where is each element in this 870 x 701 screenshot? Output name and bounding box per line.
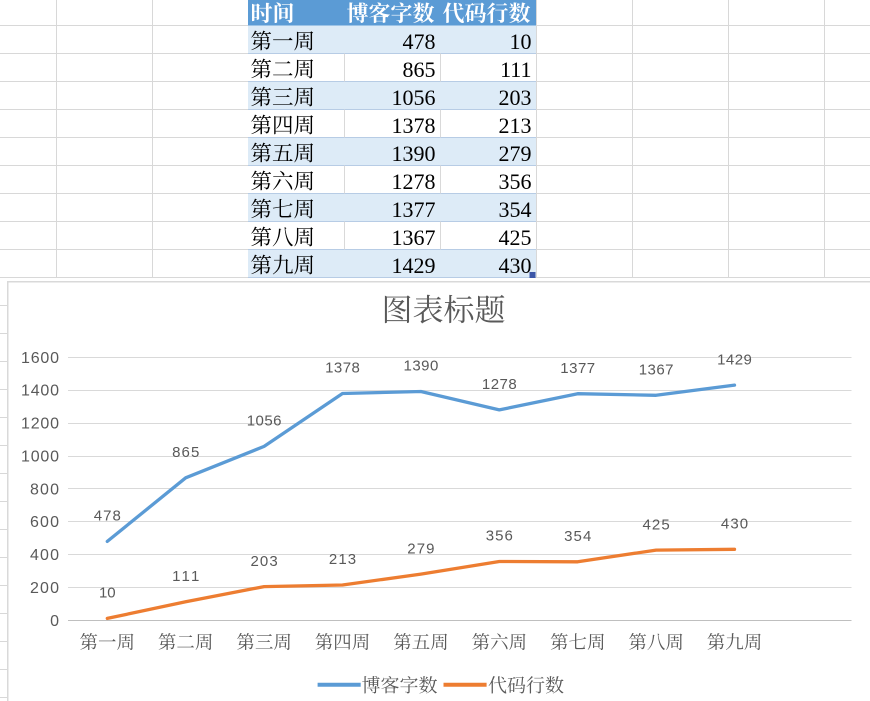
svg-text:430: 430	[721, 516, 748, 533]
svg-text:213: 213	[329, 551, 356, 568]
svg-text:1056: 1056	[247, 413, 282, 430]
svg-text:213: 213	[499, 113, 532, 138]
svg-text:425: 425	[499, 225, 532, 250]
svg-text:600: 600	[30, 514, 59, 531]
svg-text:1278: 1278	[482, 376, 517, 393]
svg-text:425: 425	[643, 516, 670, 533]
svg-text:1200: 1200	[21, 416, 59, 433]
svg-text:1378: 1378	[325, 360, 360, 377]
svg-text:800: 800	[30, 481, 59, 498]
svg-text:400: 400	[30, 547, 59, 564]
svg-text:0: 0	[50, 613, 59, 630]
svg-text:356: 356	[486, 528, 513, 545]
svg-text:1429: 1429	[392, 253, 436, 278]
svg-text:279: 279	[407, 540, 434, 557]
svg-text:354: 354	[499, 197, 532, 222]
svg-text:1278: 1278	[392, 169, 436, 194]
svg-text:478: 478	[94, 508, 121, 525]
svg-text:1429: 1429	[717, 351, 752, 368]
svg-text:1378: 1378	[392, 113, 436, 138]
svg-text:1367: 1367	[392, 225, 436, 250]
svg-text:1390: 1390	[404, 358, 439, 375]
svg-text:111: 111	[500, 57, 531, 82]
svg-text:430: 430	[499, 253, 532, 278]
svg-text:203: 203	[251, 553, 278, 570]
svg-text:1377: 1377	[560, 360, 595, 377]
svg-text:1600: 1600	[21, 350, 59, 367]
svg-text:356: 356	[499, 169, 532, 194]
svg-text:200: 200	[30, 580, 59, 597]
svg-text:203: 203	[499, 85, 532, 110]
svg-text:865: 865	[403, 57, 436, 82]
svg-text:354: 354	[564, 528, 591, 545]
svg-text:1400: 1400	[21, 383, 59, 400]
svg-text:1390: 1390	[392, 141, 436, 166]
svg-text:10: 10	[99, 585, 116, 602]
svg-text:865: 865	[172, 444, 199, 461]
svg-text:1367: 1367	[639, 362, 674, 379]
svg-text:111: 111	[172, 568, 199, 585]
svg-text:1000: 1000	[21, 448, 59, 465]
svg-text:1377: 1377	[392, 197, 436, 222]
svg-text:10: 10	[510, 29, 532, 54]
svg-text:478: 478	[403, 29, 436, 54]
svg-text:279: 279	[499, 141, 532, 166]
svg-text:1056: 1056	[392, 85, 436, 110]
